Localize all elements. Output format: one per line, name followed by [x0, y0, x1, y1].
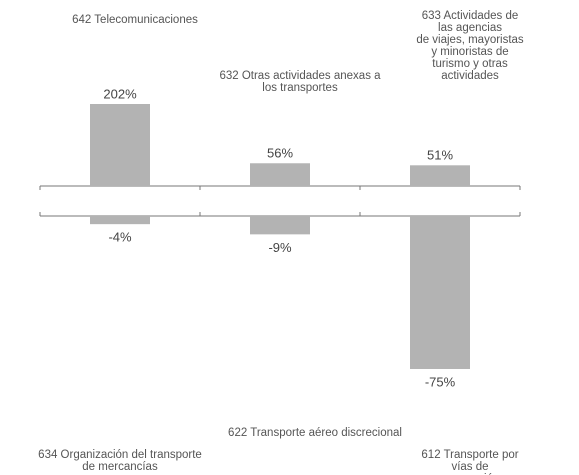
- value-label: 202%: [103, 86, 137, 101]
- bar: [410, 216, 470, 369]
- category-label: 633 Actividades de las agencias de viaje…: [416, 10, 524, 82]
- value-label: -75%: [425, 374, 456, 389]
- category-label: 622 Transporte aéreo discrecional: [228, 427, 402, 439]
- bar: [410, 165, 470, 186]
- value-label: 51%: [427, 148, 453, 163]
- category-label: 642 Telecomunicaciones: [72, 14, 198, 26]
- value-label: -9%: [268, 240, 292, 255]
- bar: [90, 104, 150, 186]
- bar: [90, 216, 150, 225]
- value-label: 56%: [267, 146, 293, 161]
- value-label: -4%: [108, 230, 132, 245]
- category-label: 634 Organización del transporte de merca…: [38, 449, 202, 473]
- bar: [250, 163, 310, 186]
- category-label: 632 Otras actividades anexas a los trans…: [219, 70, 381, 94]
- axes: [39, 185, 521, 217]
- category-label: 612 Transporte por vías de navegación in…: [421, 449, 519, 475]
- bar: [250, 216, 310, 235]
